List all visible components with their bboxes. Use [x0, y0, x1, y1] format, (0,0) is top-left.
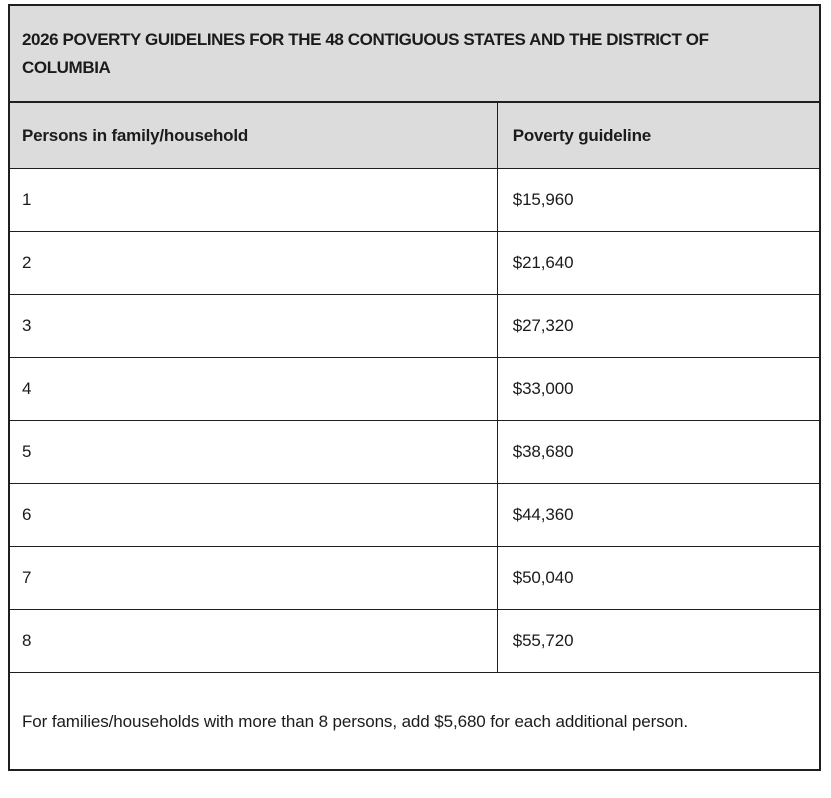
- guideline-cell: $15,960: [496, 168, 821, 232]
- persons-cell: 2: [8, 231, 498, 295]
- guideline-cell: $21,640: [496, 231, 821, 295]
- page-title: 2026 POVERTY GUIDELINES FOR THE 48 CONTI…: [8, 4, 821, 103]
- persons-cell: 5: [8, 420, 498, 484]
- guideline-cell: $33,000: [496, 357, 821, 421]
- table-row: 8 $55,720: [8, 609, 821, 673]
- persons-cell: 8: [8, 609, 498, 673]
- guideline-cell: $38,680: [496, 420, 821, 484]
- footnote-cell: For families/households with more than 8…: [8, 672, 821, 771]
- footnote-row: For families/households with more than 8…: [8, 672, 821, 771]
- guideline-cell: $55,720: [496, 609, 821, 673]
- table-row: 1 $15,960: [8, 168, 821, 232]
- column-header-guideline: Poverty guideline: [496, 101, 821, 169]
- persons-cell: 7: [8, 546, 498, 610]
- table-row: 7 $50,040: [8, 546, 821, 610]
- table-row: 4 $33,000: [8, 357, 821, 421]
- persons-cell: 1: [8, 168, 498, 232]
- persons-cell: 6: [8, 483, 498, 547]
- table-row: 2 $21,640: [8, 231, 821, 295]
- header-row: Persons in family/household Poverty guid…: [8, 101, 821, 169]
- guideline-cell: $27,320: [496, 294, 821, 358]
- persons-cell: 4: [8, 357, 498, 421]
- table-row: 5 $38,680: [8, 420, 821, 484]
- table-row: 6 $44,360: [8, 483, 821, 547]
- footnote-text: For families/households with more than 8…: [22, 711, 688, 731]
- guideline-cell: $50,040: [496, 546, 821, 610]
- table-row: 3 $27,320: [8, 294, 821, 358]
- persons-cell: 3: [8, 294, 498, 358]
- column-header-persons: Persons in family/household: [8, 101, 498, 169]
- poverty-guidelines-table: 2026 POVERTY GUIDELINES FOR THE 48 CONTI…: [8, 4, 821, 771]
- guideline-cell: $44,360: [496, 483, 821, 547]
- title-row: 2026 POVERTY GUIDELINES FOR THE 48 CONTI…: [8, 4, 821, 103]
